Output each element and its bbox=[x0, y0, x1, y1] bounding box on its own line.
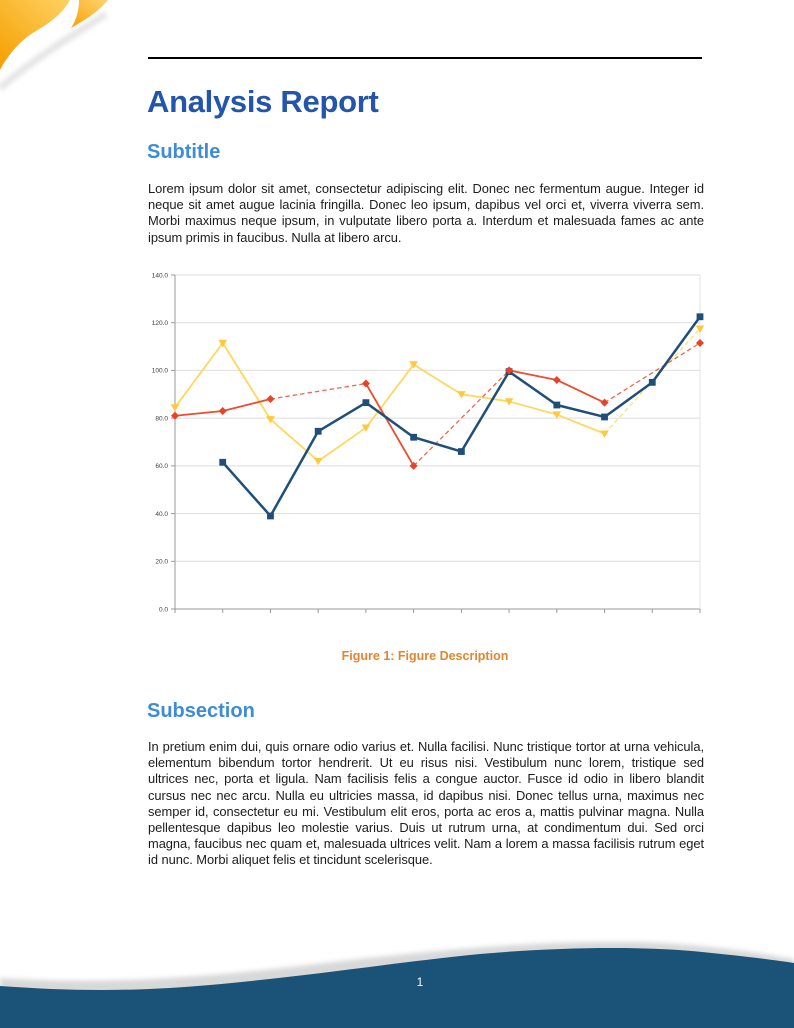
subsection-heading: Subsection bbox=[147, 700, 255, 722]
series-navy-line bbox=[221, 315, 702, 518]
series-navy-marker bbox=[267, 512, 274, 520]
y-tick-label: 40.0 bbox=[155, 511, 168, 518]
series-red-marker bbox=[171, 411, 179, 420]
header-rule bbox=[148, 57, 702, 59]
series-navy-marker bbox=[362, 399, 370, 407]
figure-caption: Figure 1: Figure Description bbox=[341, 649, 509, 663]
series-navy-marker bbox=[457, 448, 465, 455]
subsection-paragraph: In pretium enim dui, quis ornare odio va… bbox=[148, 739, 704, 868]
series-red-marker bbox=[218, 406, 227, 415]
series-gold-marker bbox=[218, 339, 228, 348]
page-title: Analysis Report bbox=[147, 84, 379, 119]
corner-orange-sliver-icon bbox=[71, 0, 108, 28]
series-red-line bbox=[508, 369, 606, 404]
series-red-marker bbox=[361, 379, 370, 388]
footer-wave bbox=[0, 941, 794, 1028]
y-tick-label: 100.0 bbox=[152, 368, 169, 375]
series-red-marker bbox=[696, 338, 704, 347]
y-tick-label: 60.0 bbox=[155, 463, 168, 470]
series-navy-marker bbox=[410, 433, 418, 441]
y-tick-label: 20.0 bbox=[155, 559, 168, 566]
series-gold-marker bbox=[170, 404, 180, 412]
series-red-marker bbox=[266, 395, 275, 404]
corner-swoosh-decoration bbox=[0, 0, 108, 91]
series-red-marker bbox=[552, 375, 561, 384]
series-gold-marker bbox=[457, 391, 466, 399]
intro-paragraph: Lorem ipsum dolor sit amet, consectetur … bbox=[148, 181, 704, 245]
series-navy-marker bbox=[696, 313, 704, 321]
series-gold-marker bbox=[266, 416, 275, 424]
series-gold-marker bbox=[409, 361, 418, 369]
subtitle-heading: Subtitle bbox=[147, 141, 221, 163]
series-gold-marker bbox=[695, 325, 705, 333]
series-gold-line bbox=[174, 342, 606, 462]
series-navy-marker bbox=[601, 413, 608, 421]
page-number: 1 bbox=[416, 977, 424, 989]
y-tick-label: 80.0 bbox=[155, 415, 168, 422]
series-red-gap-dash bbox=[270, 382, 367, 400]
y-tick-label: 0.0 bbox=[159, 606, 168, 613]
series-red-line bbox=[365, 382, 415, 467]
chart-svg: 0.0 20.0 40.0 60.0 80.0 100.0 120.0 140.0 bbox=[152, 272, 705, 613]
series-navy-marker bbox=[314, 427, 322, 435]
series-gold-marker bbox=[600, 430, 609, 438]
series-red-marker bbox=[409, 461, 418, 470]
corner-orange-blob-icon bbox=[0, 0, 70, 70]
series-navy-marker bbox=[648, 378, 656, 386]
series-red-marker bbox=[505, 366, 514, 375]
series-navy-marker bbox=[219, 458, 227, 466]
series-red-gap-dash bbox=[604, 342, 701, 404]
corner-shadow-arc-icon bbox=[0, 11, 108, 91]
series-gold-marker bbox=[313, 457, 323, 466]
series-gold-marker bbox=[504, 398, 514, 406]
series-navy-marker bbox=[553, 401, 561, 409]
series-gold-marker bbox=[361, 424, 371, 432]
footer-wave-shape bbox=[0, 948, 794, 1028]
series-red-marker bbox=[600, 398, 609, 407]
y-tick-label: 140.0 bbox=[152, 272, 169, 279]
series-gold-marker bbox=[552, 411, 562, 419]
y-tick-label: 120.0 bbox=[152, 320, 169, 327]
